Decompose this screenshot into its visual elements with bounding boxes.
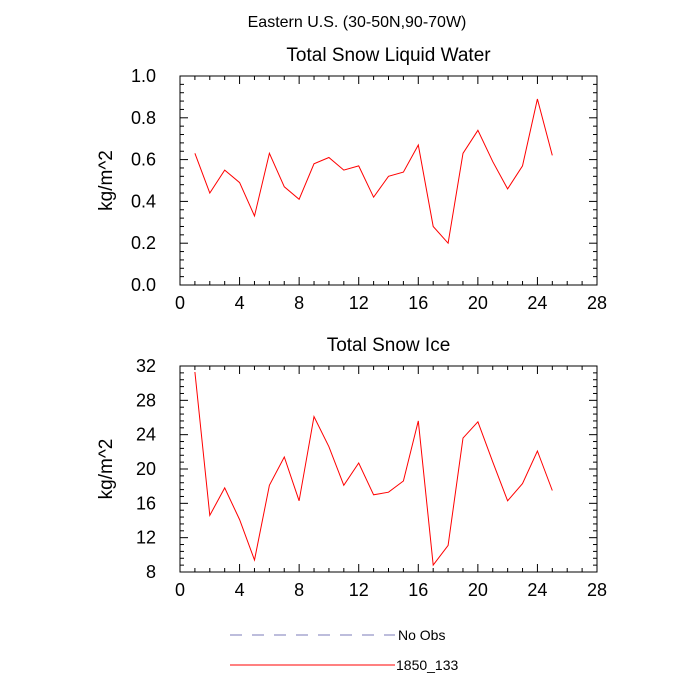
plot-frame — [179, 365, 598, 573]
x-tick-label: 0 — [175, 293, 185, 313]
x-tick-label: 24 — [527, 580, 547, 600]
panel-title: Total Snow Liquid Water — [286, 45, 491, 66]
legend-label: 1850_133 — [396, 657, 459, 673]
legend: No Obs 1850_133 — [230, 627, 459, 673]
x-tick-label: 16 — [408, 293, 428, 313]
x-tick-label: 4 — [235, 580, 245, 600]
y-tick-label: 12 — [136, 528, 156, 548]
x-tick-label: 16 — [408, 580, 428, 600]
panel-title: Total Snow Ice — [327, 335, 451, 356]
x-tick-label: 4 — [235, 293, 245, 313]
x-tick-label: 24 — [527, 293, 547, 313]
x-tick-label: 8 — [294, 580, 304, 600]
y-tick-label: 0.8 — [131, 108, 156, 128]
y-tick-label: 1.0 — [131, 66, 156, 86]
panel-snow-liquid-water: Total Snow Liquid Water kg/m^2 0 4 8 12 16 20 24… — [96, 45, 607, 313]
series-line — [194, 98, 553, 245]
plot-frame — [179, 75, 598, 286]
y-tick-label: 28 — [136, 390, 156, 410]
y-tick-label: 24 — [136, 425, 156, 445]
y-tick-label: 20 — [136, 459, 156, 479]
y-axis-label: kg/m^2 — [96, 439, 117, 500]
x-tick-label: 28 — [587, 293, 607, 313]
x-tick-label: 20 — [468, 580, 488, 600]
x-tick-label: 12 — [349, 580, 369, 600]
y-tick-label: 32 — [136, 356, 156, 376]
panel-snow-ice: Total Snow Ice kg/m^2 0 4 8 12 16 20 24 28 8 12 16 20… — [96, 335, 607, 600]
x-tick-label: 0 — [175, 580, 185, 600]
y-axis-label: kg/m^2 — [96, 150, 117, 211]
y-tick-label: 8 — [146, 562, 156, 582]
legend-label: No Obs — [398, 627, 445, 643]
figure-supertitle: Eastern U.S. (30-50N,90-70W) — [248, 14, 467, 31]
y-tick-label: 0.6 — [131, 150, 156, 170]
y-tick-label: 0.0 — [131, 275, 156, 295]
x-tick-label: 12 — [349, 293, 369, 313]
x-tick-label: 20 — [468, 293, 488, 313]
y-tick-label: 0.2 — [131, 233, 156, 253]
series-line — [194, 371, 553, 567]
x-tick-label: 8 — [294, 293, 304, 313]
y-tick-label: 16 — [136, 493, 156, 513]
x-tick-label: 28 — [587, 580, 607, 600]
y-tick-label: 0.4 — [131, 191, 156, 211]
